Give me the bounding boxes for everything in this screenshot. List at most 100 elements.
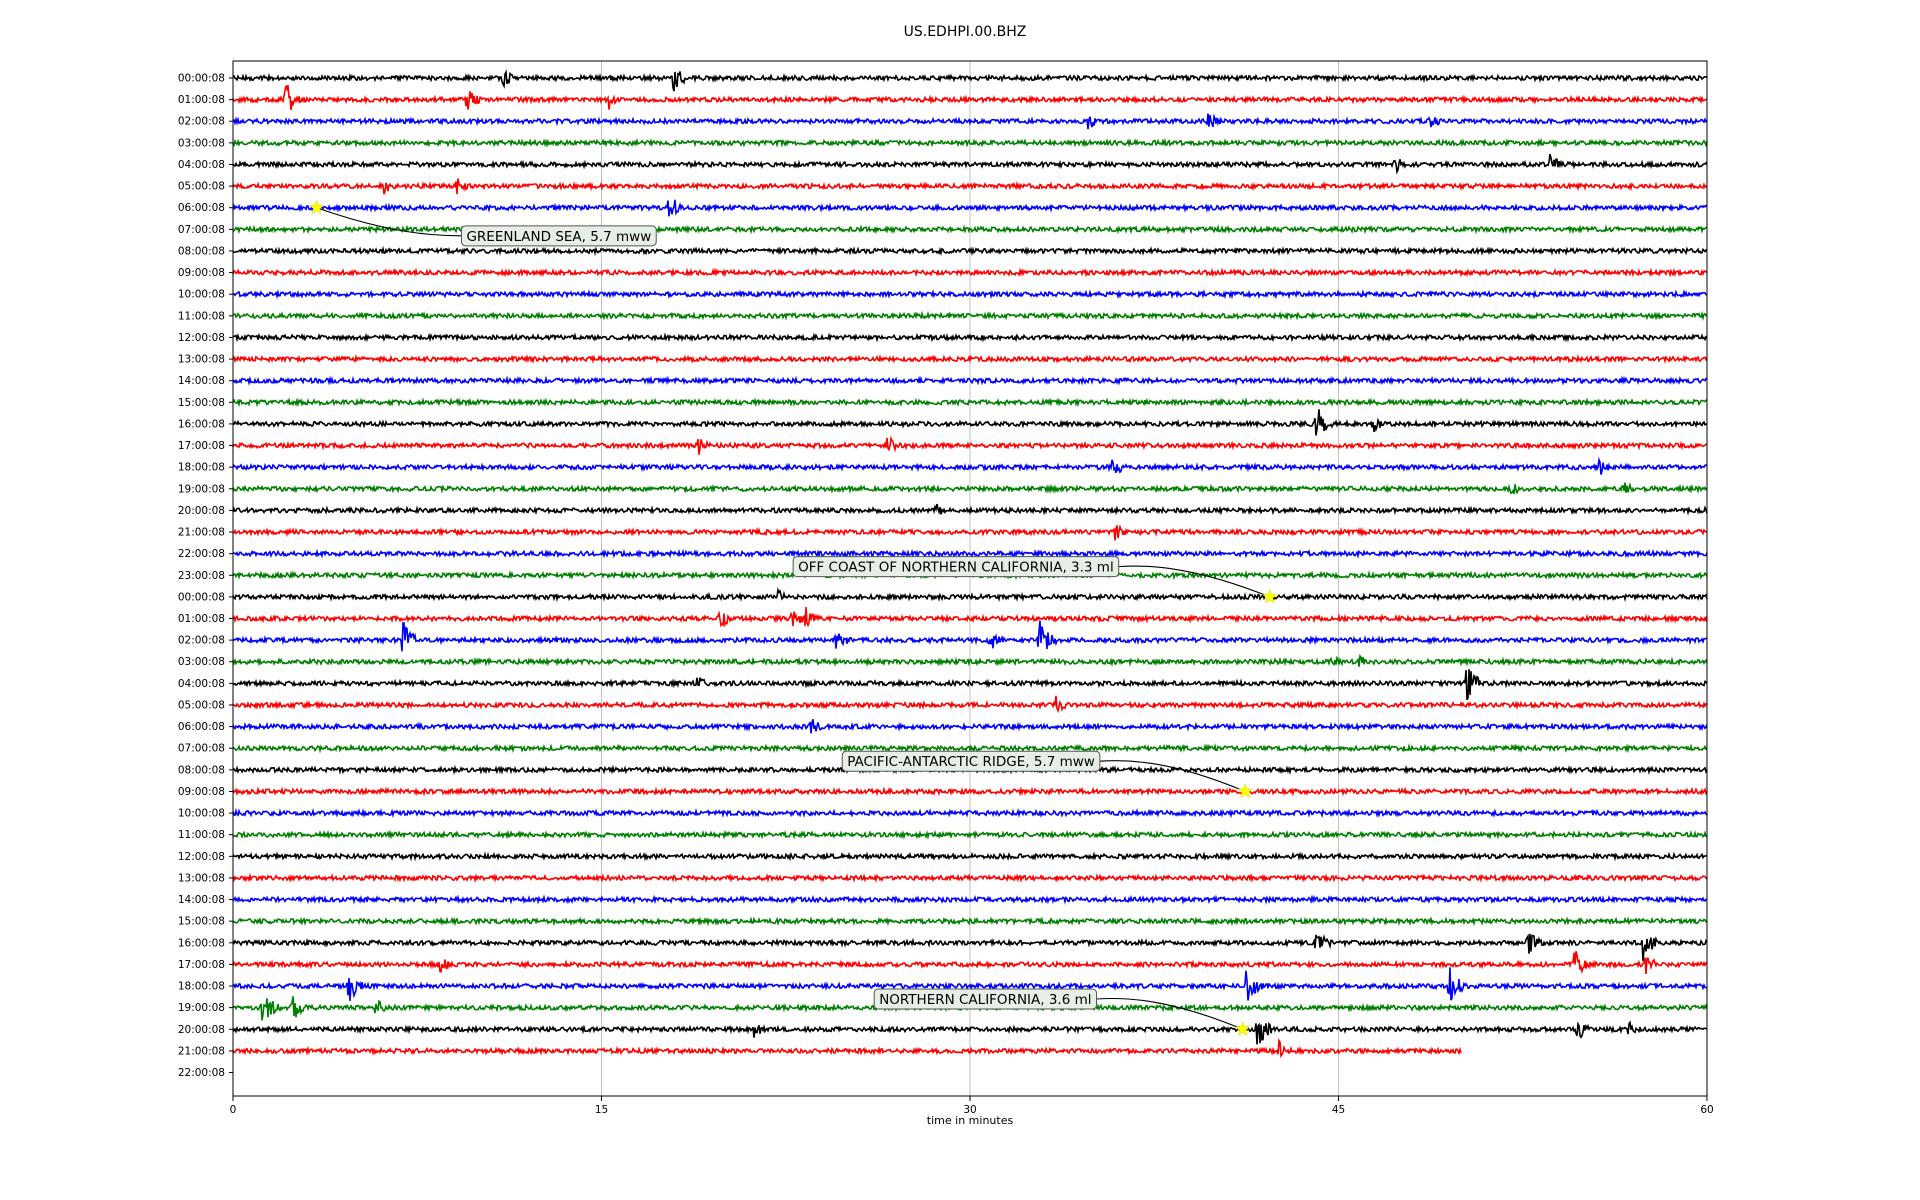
row-label: 07:00:08 <box>178 743 225 755</box>
row-label: 17:00:08 <box>178 440 225 452</box>
event-star-marker <box>1261 588 1278 604</box>
trace-row <box>232 456 1708 475</box>
trace-row <box>232 310 1708 322</box>
trace-row <box>232 933 1708 962</box>
trace-row <box>232 409 1708 436</box>
event-annotation: NORTHERN CALIFORNIA, 3.6 ml <box>873 988 1251 1036</box>
row-label: 16:00:08 <box>178 418 225 430</box>
row-label: 11:00:08 <box>178 829 225 841</box>
event-connector <box>1096 997 1243 1030</box>
trace-row <box>232 607 1708 628</box>
row-label: 22:00:08 <box>178 548 225 560</box>
row-label: 05:00:08 <box>178 181 225 193</box>
trace-row <box>232 199 1708 217</box>
event-star-marker <box>1234 1021 1251 1036</box>
row-label: 07:00:08 <box>178 224 225 236</box>
trace-row <box>232 916 1708 927</box>
trace-row <box>232 669 1708 701</box>
x-tick-label: 45 <box>1332 1104 1345 1116</box>
event-annotation: OFF COAST OF NORTHERN CALIFORNIA, 3.3 ml <box>792 556 1278 604</box>
row-label: 18:00:08 <box>178 462 225 474</box>
event-connector <box>1118 565 1270 598</box>
trace-row <box>232 807 1708 819</box>
row-label: 02:00:08 <box>178 116 225 128</box>
row-label: 19:00:08 <box>178 483 225 495</box>
row-label: 12:00:08 <box>178 332 225 344</box>
row-label: 09:00:08 <box>178 267 225 279</box>
row-label: 20:00:08 <box>178 1024 225 1036</box>
row-label: 20:00:08 <box>178 505 225 517</box>
row-label: 21:00:08 <box>178 1045 225 1057</box>
event-label: OFF COAST OF NORTHERN CALIFORNIA, 3.3 ml <box>798 560 1114 576</box>
trace-row <box>232 435 1708 455</box>
row-label: 23:00:08 <box>178 570 225 582</box>
row-label: 22:00:08 <box>178 1067 225 1079</box>
plot-frame <box>232 60 1708 1097</box>
trace-row <box>232 178 1708 195</box>
x-tick-label: 30 <box>963 1104 976 1116</box>
event-label-box <box>460 225 657 247</box>
row-label: 16:00:08 <box>178 937 225 949</box>
row-label: 12:00:08 <box>178 851 225 863</box>
row-label: 11:00:08 <box>178 310 225 322</box>
trace-row <box>232 1037 1462 1059</box>
event-label: GREENLAND SEA, 5.7 mww <box>466 229 651 245</box>
trace-row <box>232 267 1708 278</box>
trace-row <box>232 84 1708 111</box>
row-label: 21:00:08 <box>178 527 225 539</box>
row-label: 06:00:08 <box>178 202 225 214</box>
event-label-box <box>873 988 1098 1010</box>
trace-row <box>232 481 1708 495</box>
row-label: 14:00:08 <box>178 375 225 387</box>
trace-row <box>232 620 1708 652</box>
row-label: 04:00:08 <box>178 159 225 171</box>
row-time-labels: 00:00:08 01:00:08 02:00:08 03:00:08 04:00:08… <box>178 73 233 1079</box>
trace-row <box>232 786 1708 797</box>
chart-title: US.EDHPI.00.BHZ <box>904 24 1027 40</box>
trace-row <box>232 397 1708 408</box>
trace-row <box>232 718 1708 734</box>
trace-row <box>233 69 1708 92</box>
row-label: 00:00:08 <box>178 591 225 603</box>
event-star-marker <box>1237 783 1253 799</box>
trace-row <box>232 829 1708 840</box>
trace-row <box>232 137 1708 149</box>
event-label: NORTHERN CALIFORNIA, 3.6 ml <box>879 992 1091 1008</box>
trace-row <box>232 245 1708 257</box>
row-label: 17:00:08 <box>178 959 225 971</box>
row-label: 15:00:08 <box>178 397 225 409</box>
row-label: 10:00:08 <box>178 289 225 301</box>
trace-row <box>232 289 1708 300</box>
trace-row <box>232 894 1708 905</box>
event-label-box <box>792 556 1120 578</box>
trace-row <box>232 872 1708 884</box>
trace-row <box>232 153 1708 175</box>
event-label: PACIFIC-ANTARCTIC RIDGE, 5.7 mww <box>847 754 1095 770</box>
trace-row <box>232 695 1708 714</box>
row-label: 14:00:08 <box>178 894 225 906</box>
x-tick-label: 15 <box>595 1104 608 1116</box>
row-label: 09:00:08 <box>178 786 225 798</box>
trace-row <box>232 548 1708 559</box>
trace-row <box>232 375 1708 386</box>
row-label: 06:00:08 <box>178 721 225 733</box>
row-label: 03:00:08 <box>178 656 225 668</box>
row-label: 08:00:08 <box>178 764 225 776</box>
trace-row <box>232 524 1708 541</box>
x-tick-label: 0 <box>230 1104 237 1116</box>
row-label: 03:00:08 <box>178 137 225 149</box>
row-label: 15:00:08 <box>178 916 225 928</box>
trace-row <box>232 353 1708 365</box>
trace-row <box>232 967 1708 1001</box>
row-label: 04:00:08 <box>178 678 225 690</box>
row-label: 13:00:08 <box>178 872 225 884</box>
seismic-traces <box>232 69 1708 1059</box>
row-label: 13:00:08 <box>178 354 225 366</box>
trace-row <box>232 113 1708 130</box>
event-annotation: PACIFIC-ANTARCTIC RIDGE, 5.7 mww <box>841 750 1253 799</box>
event-connector <box>316 207 462 237</box>
row-label: 00:00:08 <box>178 73 225 85</box>
x-tick-label: 60 <box>1700 1104 1713 1116</box>
trace-row <box>232 654 1708 668</box>
